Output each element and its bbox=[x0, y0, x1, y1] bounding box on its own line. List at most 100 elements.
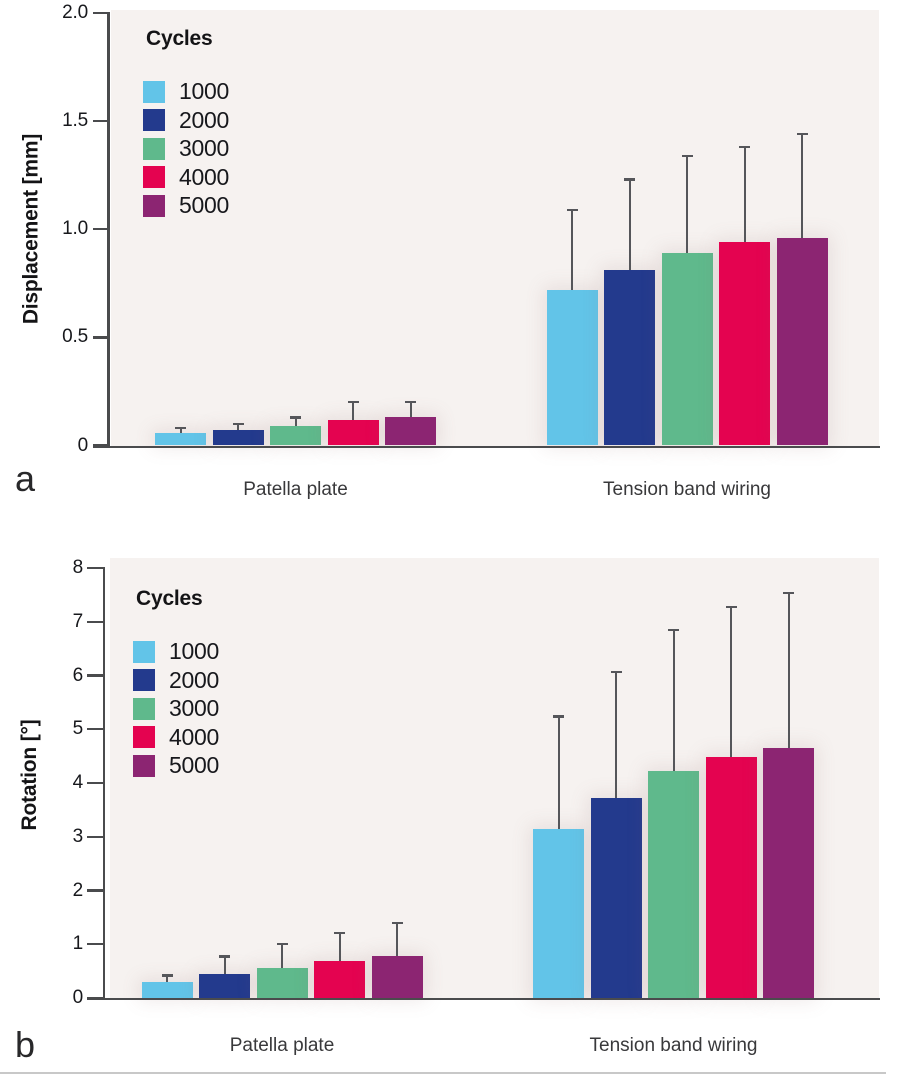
legend-swatch bbox=[143, 80, 165, 103]
y-axis-tick bbox=[87, 996, 106, 1000]
error-bar-cap bbox=[739, 145, 750, 149]
legend-cycles-a: Cycles 1000 2000 3000 4000 5000 bbox=[143, 26, 229, 223]
bar-tension-band-wiring-4000 bbox=[719, 242, 770, 446]
x-axis-line bbox=[87, 998, 880, 1001]
y-tick-label: 1.0 bbox=[62, 218, 88, 240]
y-axis-line bbox=[107, 13, 110, 448]
bar-patella-plate-2000 bbox=[212, 430, 264, 446]
bar-tension-band-wiring-2000 bbox=[604, 270, 655, 446]
legend-item-5000: 5000 bbox=[133, 754, 219, 777]
error-bar-cap bbox=[725, 605, 737, 608]
error-bar-cap bbox=[553, 715, 564, 718]
error-bar-line bbox=[352, 402, 354, 420]
y-tick-label: 1.5 bbox=[62, 110, 88, 132]
legend-label: 3000 bbox=[179, 135, 229, 161]
error-bar-line bbox=[743, 147, 746, 243]
category-label: Patella plate bbox=[229, 1035, 335, 1056]
bar-tension-band-wiring-5000 bbox=[776, 237, 828, 446]
legend-item-4000: 4000 bbox=[133, 723, 219, 750]
category-label: Patella plate bbox=[243, 479, 348, 500]
error-bar-line bbox=[166, 975, 168, 983]
legend-label: 2000 bbox=[179, 106, 229, 133]
category-label: Tension band wiring bbox=[589, 1035, 758, 1056]
error-bar-cap bbox=[347, 401, 359, 404]
legend-item-2000: 2000 bbox=[133, 666, 219, 693]
error-bar-line bbox=[730, 606, 732, 757]
bar-patella-plate-1000 bbox=[141, 982, 193, 998]
error-bar-cap bbox=[624, 178, 635, 181]
error-bar-line bbox=[281, 943, 283, 969]
error-bar-line bbox=[294, 417, 297, 427]
y-axis-tick bbox=[93, 444, 110, 447]
error-bar-cap bbox=[219, 955, 230, 958]
legend-label: 2000 bbox=[169, 666, 219, 693]
legend-label: 5000 bbox=[169, 752, 219, 778]
y-tick-label: 8 bbox=[72, 557, 84, 578]
y-tick-label: 0 bbox=[72, 987, 84, 1008]
legend-title: Cycles bbox=[136, 587, 203, 610]
y-axis-tick bbox=[87, 566, 106, 570]
y-tick-label: 4 bbox=[72, 772, 84, 793]
legend-item-4000: 4000 bbox=[143, 165, 229, 189]
error-bar-line bbox=[801, 134, 803, 238]
error-bar-line bbox=[672, 629, 675, 771]
error-bar-line bbox=[615, 672, 617, 799]
bar-tension-band-wiring-5000 bbox=[763, 748, 814, 998]
y-tick-label: 3 bbox=[72, 825, 84, 847]
y-tick-label: 0 bbox=[77, 434, 89, 456]
y-tick-label: 5 bbox=[72, 718, 84, 740]
bar-patella-plate-2000 bbox=[199, 974, 250, 998]
bar-tension-band-wiring-3000 bbox=[648, 770, 699, 998]
error-bar-line bbox=[179, 428, 182, 433]
bar-patella-plate-5000 bbox=[385, 417, 436, 446]
legend-swatch bbox=[133, 640, 155, 663]
error-bar-cap bbox=[161, 974, 173, 977]
legend-swatch bbox=[143, 109, 165, 131]
error-bar-cap bbox=[276, 942, 288, 945]
legend-item-2000: 2000 bbox=[143, 106, 229, 133]
bar-tension-band-wiring-1000 bbox=[546, 289, 598, 446]
error-bar-cap bbox=[783, 592, 794, 595]
y-axis-label-rotation: Rotation [°] bbox=[18, 719, 41, 831]
y-axis-tick bbox=[93, 228, 110, 231]
legend-label: 4000 bbox=[169, 723, 219, 750]
bar-tension-band-wiring-4000 bbox=[705, 756, 757, 998]
error-bar-line bbox=[338, 932, 341, 962]
legend-item-5000: 5000 bbox=[143, 194, 229, 217]
legend-label: 3000 bbox=[169, 695, 219, 721]
legend-item-3000: 3000 bbox=[143, 137, 229, 160]
error-bar-cap bbox=[175, 427, 186, 430]
error-bar-cap bbox=[796, 132, 808, 136]
legend-item-1000: 1000 bbox=[133, 640, 219, 663]
y-tick-label: 6 bbox=[72, 664, 84, 686]
legend-item-1000: 1000 bbox=[143, 80, 229, 103]
error-bar-line bbox=[686, 155, 688, 254]
bar-tension-band-wiring-1000 bbox=[533, 829, 584, 998]
bar-patella-plate-4000 bbox=[327, 419, 379, 446]
legend-title: Cycles bbox=[146, 27, 213, 50]
y-axis-tick bbox=[93, 336, 110, 339]
legend-swatch bbox=[133, 697, 155, 720]
error-bar-line bbox=[787, 593, 790, 749]
bottom-divider-line bbox=[0, 1072, 886, 1074]
error-bar-cap bbox=[391, 921, 403, 924]
legend-swatch bbox=[133, 669, 155, 691]
y-axis-line bbox=[102, 568, 106, 1001]
legend-label: 1000 bbox=[179, 78, 229, 104]
error-bar-line bbox=[571, 209, 573, 290]
bar-patella-plate-3000 bbox=[256, 968, 308, 998]
y-axis-tick bbox=[87, 889, 106, 892]
y-axis-tick bbox=[87, 781, 106, 785]
error-bar-line bbox=[237, 423, 239, 431]
error-bar-cap bbox=[566, 208, 578, 211]
y-axis-label-displacement: Displacement [mm] bbox=[19, 133, 43, 325]
error-bar-cap bbox=[610, 671, 622, 674]
legend-swatch bbox=[143, 137, 165, 160]
y-tick-label: 1 bbox=[72, 933, 84, 955]
y-axis-tick bbox=[87, 835, 106, 838]
legend-swatch bbox=[133, 754, 155, 777]
legend-items: 1000 2000 3000 4000 5000 bbox=[143, 80, 229, 217]
error-bar-cap bbox=[681, 154, 693, 157]
error-bar-line bbox=[557, 716, 560, 830]
